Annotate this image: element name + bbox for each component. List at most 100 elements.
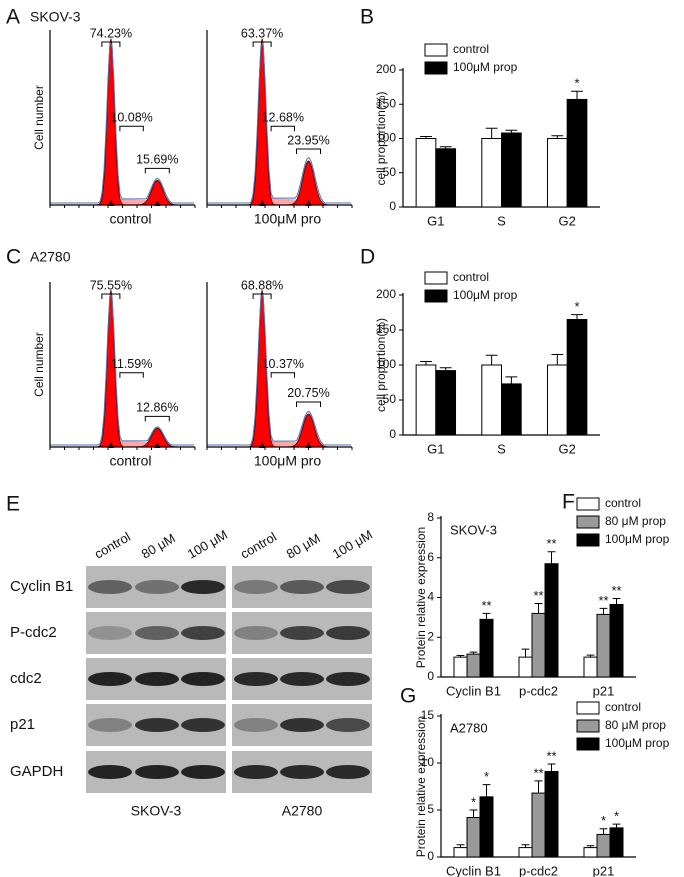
legend-swatch	[424, 61, 448, 75]
y-tick-label: 15	[421, 708, 435, 722]
bar	[435, 148, 457, 208]
significance: **	[546, 748, 556, 763]
bar	[566, 319, 588, 436]
blot-band	[280, 580, 324, 594]
blot-band	[181, 765, 225, 779]
significance: *	[574, 76, 579, 91]
panel-letter: G	[400, 685, 416, 708]
blot-band	[135, 626, 179, 640]
significance: **	[546, 536, 556, 551]
axis	[402, 293, 600, 436]
s-phase	[118, 440, 148, 447]
protein-label: p21	[10, 716, 35, 733]
bracket	[270, 125, 295, 132]
error-bar	[439, 367, 452, 371]
blot-band	[234, 580, 278, 594]
error-bar	[612, 597, 621, 605]
x-label: 100μM pro	[254, 211, 321, 227]
y-tick-label: 10	[421, 755, 435, 769]
bar	[596, 613, 611, 678]
blot-band	[326, 765, 370, 779]
legend-swatch	[576, 533, 600, 547]
panel-letter: E	[6, 493, 20, 516]
legend-label: 80 μM prop	[605, 718, 666, 732]
bar	[501, 383, 522, 436]
bar	[566, 98, 588, 208]
blot-band	[181, 718, 225, 732]
error-bar	[547, 763, 556, 772]
blot-band	[88, 626, 132, 640]
error-bar	[571, 314, 583, 320]
legend-label: control	[605, 496, 641, 510]
bracket	[144, 415, 170, 422]
significance: *	[601, 813, 606, 828]
x-label: control	[109, 453, 151, 469]
peak-marker	[305, 442, 312, 448]
significance: **	[611, 583, 621, 598]
bracket	[252, 41, 272, 47]
bar	[546, 364, 568, 436]
blot-band	[135, 580, 179, 594]
bar	[466, 653, 481, 678]
legend-label: 100μM prop	[605, 736, 670, 750]
significance: *	[614, 809, 619, 824]
error-bar	[551, 354, 564, 365]
lane-label: 80 μM	[139, 530, 178, 561]
blot-band	[135, 672, 179, 686]
blot-band	[135, 718, 179, 732]
y-label: Protein relative expression	[414, 527, 428, 668]
significance: *	[471, 794, 476, 809]
axis	[402, 68, 600, 208]
peak-marker	[107, 200, 114, 206]
blot-band	[234, 718, 278, 732]
bar	[546, 138, 568, 208]
bracket	[296, 401, 321, 407]
error-bar	[505, 376, 518, 384]
outline	[207, 41, 351, 204]
error-bar	[482, 784, 491, 797]
bar	[609, 827, 624, 858]
legend-label: 80 μM prop	[605, 514, 666, 528]
x-tick-label: G2	[558, 441, 575, 456]
gate-percent: 10.37%	[262, 357, 304, 371]
legend-label: control	[453, 42, 489, 56]
gate-percent: 10.08%	[110, 111, 152, 125]
y-label: cell proportion(%)	[374, 318, 388, 412]
bar	[481, 364, 502, 436]
legend-swatch	[576, 719, 600, 733]
y-label: Cell number	[32, 85, 46, 150]
y-tick-label: 0	[427, 669, 434, 683]
x-label: 100μM pro	[254, 453, 321, 469]
blot-band	[280, 672, 324, 686]
blot-band	[88, 580, 132, 594]
bar	[415, 364, 437, 436]
y-tick-label: 5	[427, 802, 434, 816]
y-tick-label: 100	[376, 357, 396, 371]
significance: *	[484, 769, 489, 784]
peak-marker	[107, 442, 114, 448]
y-tick-label: 100	[376, 131, 396, 145]
gate-percent: 68.88%	[241, 278, 283, 292]
blot-band	[326, 626, 370, 640]
significance: **	[533, 765, 543, 780]
x-tick-label: G1	[427, 441, 444, 456]
error-bar	[534, 602, 543, 614]
blot-band	[135, 765, 179, 779]
blot-band	[280, 765, 324, 779]
peak-marker	[154, 442, 161, 448]
protein-label: P-cdc2	[10, 624, 57, 641]
x-tick-label: S	[497, 441, 506, 456]
x-tick-label: Cyclin B1	[446, 863, 501, 877]
s-phase	[118, 198, 148, 205]
outline	[207, 293, 351, 446]
bar	[479, 618, 494, 678]
peak-marker	[259, 200, 266, 206]
error-bar	[521, 844, 530, 848]
panel-letter: C	[6, 246, 21, 269]
gate-percent: 75.55%	[90, 278, 132, 292]
significance: **	[481, 598, 491, 613]
error-bar	[571, 90, 583, 100]
cell-line: A2780	[30, 249, 71, 265]
peak-marker	[305, 200, 312, 206]
x-tick-label: Cyclin B1	[446, 683, 501, 698]
